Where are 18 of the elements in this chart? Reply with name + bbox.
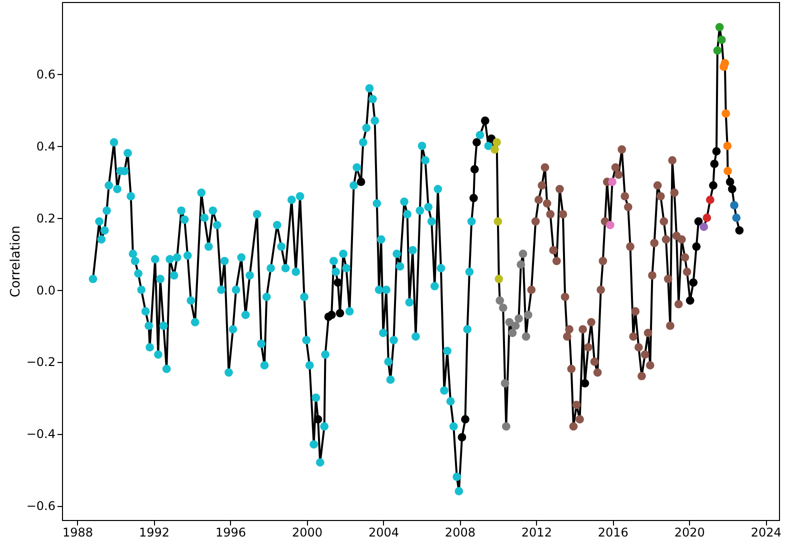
y-tick-label: −0.4 — [26, 427, 56, 442]
x-tick-label: 2004 — [368, 526, 399, 540]
x-tick-label: 2012 — [521, 526, 552, 540]
x-tick-label: 2016 — [598, 526, 628, 540]
x-tick-label: 2000 — [292, 526, 323, 540]
y-tick-label: −0.2 — [26, 355, 56, 370]
y-axis-title: Correlation — [8, 226, 24, 298]
x-tick-label: 1992 — [139, 526, 170, 540]
x-tick-label: 1996 — [215, 526, 246, 540]
x-tick-label: 2008 — [444, 526, 476, 540]
x-tick-label: 2024 — [750, 526, 782, 540]
x-tick-label: 2020 — [674, 526, 705, 540]
y-tick-label: 0.4 — [36, 139, 56, 154]
y-tick-label: 0.0 — [36, 283, 56, 298]
y-tick-label: 0.6 — [36, 67, 56, 82]
x-tick-label: 1988 — [62, 526, 94, 540]
y-tick-label: −0.6 — [26, 499, 56, 514]
y-tick-label: 0.2 — [36, 211, 56, 226]
